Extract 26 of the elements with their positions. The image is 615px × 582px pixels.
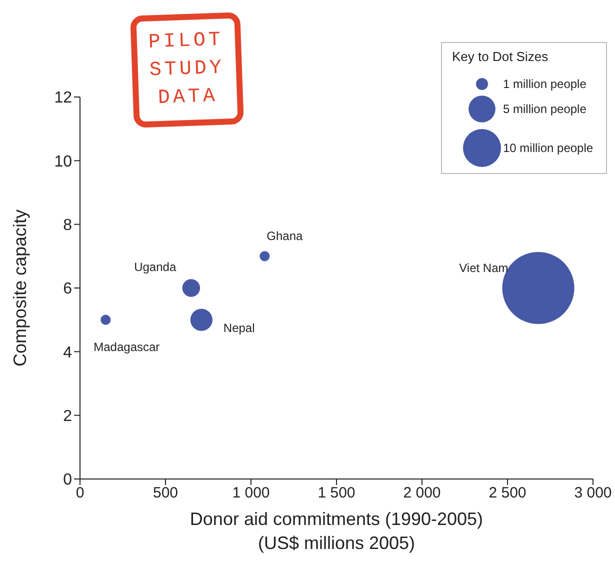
annotation: Uganda <box>134 260 176 274</box>
x-tick-label: 3 000 <box>574 484 612 502</box>
x-axis-title: Donor aid commitments (1990-2005) (US$ millions 2005) <box>190 509 484 553</box>
x-tick-label: 2 000 <box>403 484 441 502</box>
annotation: Viet Nam <box>459 261 508 275</box>
y-tick-label: 12 <box>54 90 72 107</box>
y-tick-label: 4 <box>63 344 72 362</box>
y-tick-label: 8 <box>63 217 72 234</box>
x-tick-label: 1 000 <box>232 484 270 502</box>
legend-title: Key to Dot Sizes <box>452 49 548 64</box>
annotation: PILOT STUDY DATA <box>147 28 226 112</box>
y-tick-label: 6 <box>63 280 72 298</box>
annotation: Nepal <box>223 320 255 335</box>
y-axis-title: Composite capacity <box>10 209 30 367</box>
x-tick-label: 500 <box>152 484 178 502</box>
legend-label: 5 million people <box>503 102 587 116</box>
y-tick-label: 10 <box>54 153 72 170</box>
annotation: Madagascar <box>94 340 160 354</box>
y-tick-label: 2 <box>63 408 72 426</box>
legend-label: 1 million people <box>503 77 587 91</box>
x-tick-label: 1 500 <box>318 484 356 502</box>
annotation: Ghana <box>266 229 304 244</box>
legend-label: 10 million people <box>503 141 594 155</box>
x-tick-label: 2 500 <box>488 484 526 502</box>
x-tick-label: 0 <box>76 484 84 502</box>
y-tick-label: 0 <box>63 472 72 489</box>
